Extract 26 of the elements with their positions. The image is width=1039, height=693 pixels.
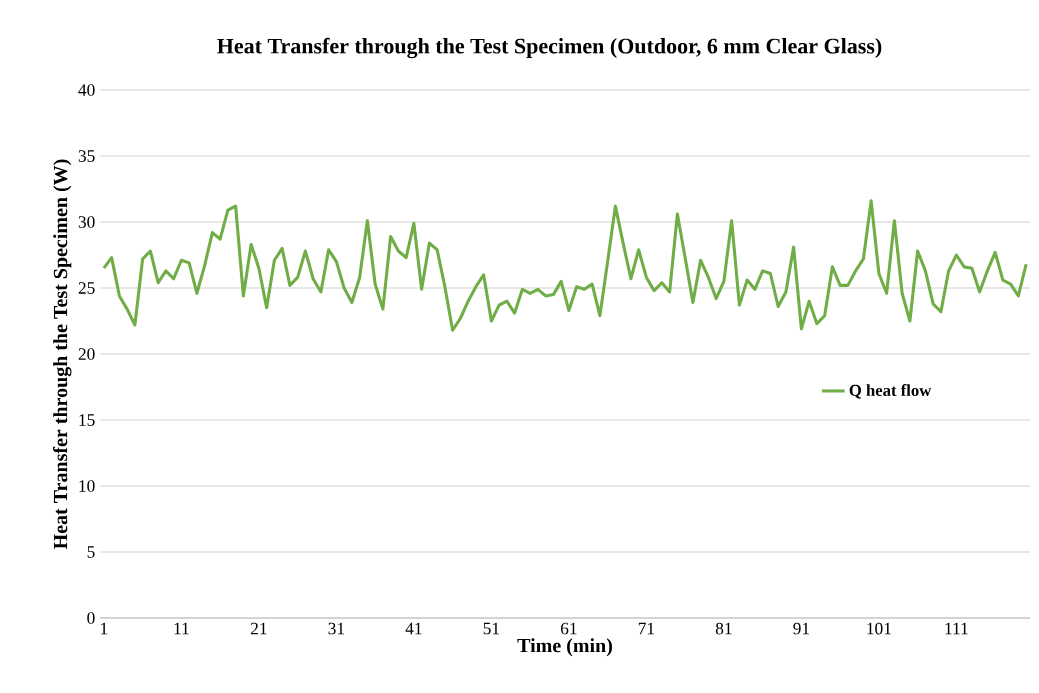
y-tick-label: 10 [79,480,95,492]
x-axis-title: Time (min) [517,638,612,657]
x-tick-label: 91 [793,622,810,635]
x-tick-label: 111 [945,622,968,635]
line-series [102,199,1028,332]
x-tick-label: 61 [560,622,577,635]
y-tick-label: 15 [79,414,95,426]
y-tick-label: 0 [87,612,95,624]
x-tick-label: 71 [638,622,655,635]
x-tick-label: 41 [405,622,422,635]
x-tick-label: 31 [328,622,345,635]
chart-title: Heat Transfer through the Test Specimen (Outdoor, 6 mm Clear Glass) [217,37,882,59]
x-tick-label: 1 [101,622,108,635]
x-tick-label: 11 [174,622,189,635]
y-tick-label: 25 [78,282,95,294]
y-tick-label: 30 [78,216,95,228]
legend-label: Q heat flow [849,384,932,399]
y-tick-label: 20 [78,348,95,360]
x-tick-label: 81 [715,622,732,635]
y-tick-label: 35 [78,150,95,162]
x-tick-label: 51 [483,622,500,635]
x-tick-label: 21 [250,622,267,635]
y-tick-label: 5 [87,546,95,558]
y-tick-label: 40 [78,84,95,96]
y-axis-title: Heat Transfer through the Test Specimen (W) [52,159,72,550]
x-tick-label: 101 [867,622,891,635]
